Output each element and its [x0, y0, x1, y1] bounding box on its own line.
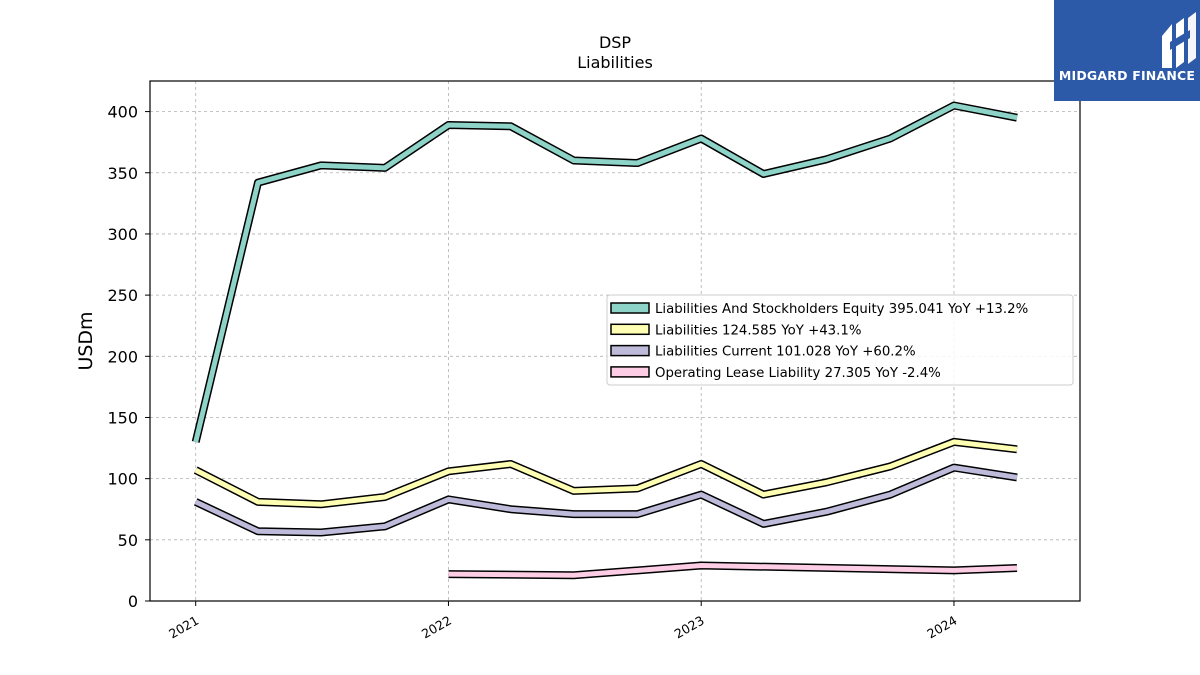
x-tick-label: 2022 [419, 613, 454, 642]
legend-swatch [610, 344, 650, 357]
chart-subtitle: Liabilities [577, 53, 653, 72]
series-line [193, 103, 1018, 443]
x-axis: 2021 2022 2023 2024 [166, 601, 960, 642]
legend-swatch [610, 366, 650, 378]
series-line [194, 465, 1018, 535]
x-tick-label: 2021 [166, 613, 201, 642]
series-line [194, 439, 1018, 507]
legend-entry: Liabilities And Stockholders Equity 395.… [655, 302, 1028, 317]
legend-entry: Liabilities 124.585 YoY +43.1% [655, 323, 861, 338]
y-tick-label: 50 [118, 531, 138, 550]
logo: MIDGARD FINANCE [1054, 0, 1200, 101]
legend-swatch [610, 302, 650, 314]
chart-title: DSP [599, 33, 631, 52]
y-tick-label: 250 [107, 286, 138, 305]
logo-mark-icon [1162, 12, 1196, 68]
y-tick-label: 400 [107, 103, 138, 122]
legend-box [606, 294, 1074, 386]
plot-frame [149, 80, 1081, 602]
y-axis: 0 50 100 150 200 250 300 350 400 [107, 103, 150, 611]
legend-entry: Operating Lease Liability 27.305 YoY -2.… [655, 366, 941, 381]
legend-entry: Liabilities Current 101.028 YoY +60.2% [655, 345, 916, 360]
y-tick-label: 300 [107, 225, 138, 244]
legend: Liabilities And Stockholders Equity 395.… [606, 294, 1074, 386]
y-tick-label: 150 [107, 408, 138, 427]
y-tick-label: 200 [107, 347, 138, 366]
y-tick-label: 0 [128, 592, 138, 611]
series-line-outline [193, 463, 1018, 537]
y-axis-label: USDm [75, 311, 97, 370]
y-tick-label: 100 [107, 470, 138, 489]
x-tick-label: 2023 [672, 613, 707, 642]
logo-text: MIDGARD FINANCE [1058, 68, 1196, 83]
x-tick-label: 2024 [924, 613, 959, 642]
legend-swatch [610, 323, 650, 336]
series-line-outline [191, 101, 1018, 443]
y-tick-label: 350 [107, 164, 138, 183]
plot-lines [191, 101, 1018, 580]
